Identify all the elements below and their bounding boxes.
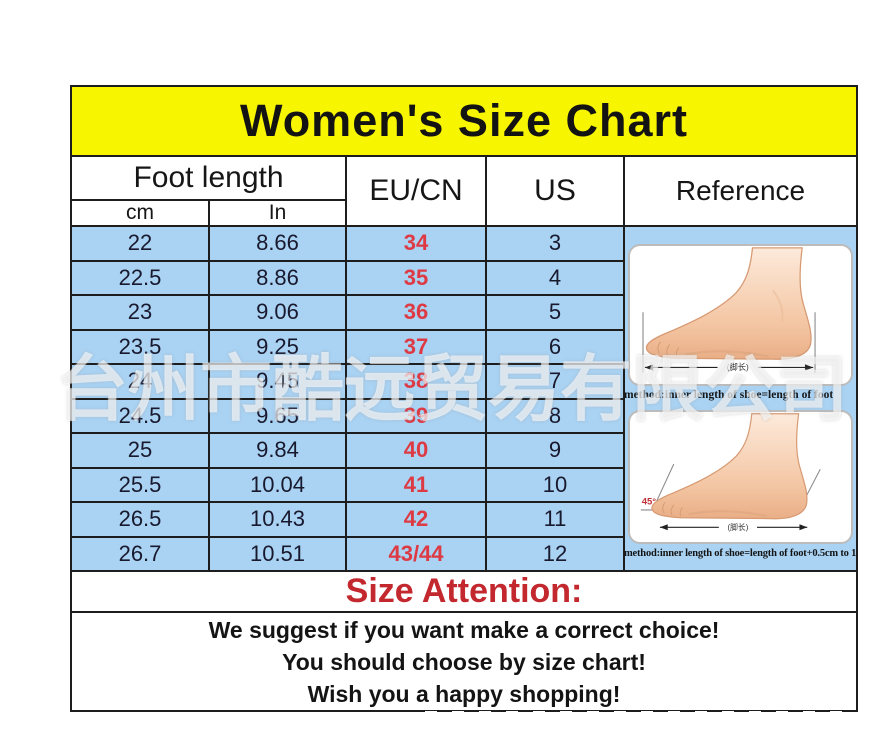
foot-side-view-illustration-45deg: 45° (脚长) [640,413,821,534]
eu-cn-cell: 43/44 [345,535,487,572]
inch-cell: 10.04 [208,466,347,503]
inch-cell: 9.65 [208,397,347,434]
size-attention-heading: Size Attention: [69,570,859,613]
eu-cn-cell: 42 [345,501,487,538]
inch-cell: 9.06 [208,294,347,331]
table-row: 22.5 8.86 35 4 [70,259,857,296]
column-header-foot-length: Foot length [70,155,347,201]
eu-cn-cell: 38 [345,363,487,400]
foot-length-arrow: (脚长) [644,360,814,374]
table-row: 22 8.66 34 3 [70,225,859,572]
method-caption-1: method:inner length of shoe=length of fo… [624,389,834,401]
us-cell: 12 [485,535,625,572]
foot-length-label: (脚长) [728,522,749,532]
header-row-units: cm In [70,199,857,227]
reference-cell: (脚长) method:inner length of shoe=length … [622,225,859,572]
message-line-1: We suggest if you want make a correct ch… [208,616,720,643]
table-row: 26.7 10.51 43/44 12 [70,535,857,572]
foot-measure-figure-1: (脚长) [628,244,854,386]
table-row: 23 9.06 36 5 [70,294,857,331]
foot-length-arrow: (脚长) [659,520,808,534]
cm-cell: 23 [70,294,210,331]
message-row: We suggest if you want make a correct ch… [69,611,859,712]
column-header-inch: In [208,199,347,227]
us-cell: 3 [485,225,625,262]
inch-cell: 9.45 [208,363,347,400]
us-cell: 6 [485,328,625,365]
foot-side-view-illustration: (脚长) [642,247,816,374]
arch-shading [688,510,767,518]
size-chart-table: Women's Size Chart Foot length EU/CN US … [69,85,859,712]
us-cell: 5 [485,294,625,331]
foot-measure-figure-2: 45° (脚长) [628,410,854,544]
eu-cn-cell: 41 [345,466,487,503]
inch-cell: 9.84 [208,432,347,469]
us-cell: 8 [485,397,625,434]
cm-cell: 26.5 [70,501,210,538]
cm-cell: 24.5 [70,397,210,434]
title-row: Women's Size Chart [69,85,859,157]
us-cell: 7 [485,363,625,400]
cm-cell: 24 [70,363,210,400]
eu-cn-cell: 34 [345,225,487,262]
cm-cell: 22.5 [70,259,210,296]
inch-cell: 8.86 [208,259,347,296]
page-title: Women's Size Chart [69,85,859,157]
toe-lines [657,341,680,357]
us-cell: 4 [485,259,625,296]
eu-cn-cell: 39 [345,397,487,434]
us-cell: 11 [485,501,625,538]
table-row: 25.5 10.04 41 10 [70,466,857,503]
cm-cell: 25 [70,432,210,469]
column-header-us: US [485,155,625,227]
inch-cell: 8.66 [208,225,347,262]
cm-cell: 26.7 [70,535,210,572]
cm-cell: 25.5 [70,466,210,503]
table-row: 25 9.84 40 9 [70,432,857,469]
column-header-reference: Reference [622,155,859,227]
eu-cn-cell: 35 [345,259,487,296]
table-row: 24 9.45 38 7 [70,363,857,400]
eu-cn-cell: 37 [345,328,487,365]
foot-silhouette [651,413,808,520]
arch-shading [685,350,769,358]
column-header-cm: cm [70,199,210,227]
ankle-shading [772,289,784,322]
table-row: 24.5 9.65 39 8 [70,397,857,434]
inch-cell: 10.51 [208,535,347,572]
shopping-message: We suggest if you want make a correct ch… [69,611,859,712]
foot-length-label: (脚长) [727,362,749,372]
eu-cn-cell: 36 [345,294,487,331]
cm-cell: 22 [70,225,210,262]
header-row-main: Foot length EU/CN US Reference [70,155,859,227]
column-header-eu-cn: EU/CN [345,155,487,227]
foot-silhouette [645,247,812,360]
message-line-3: Wish you a happy shopping! [307,680,621,707]
method-caption-2: method:inner length of shoe=length of fo… [624,548,857,559]
message-line-2: You should choose by size chart! [282,648,646,675]
inch-cell: 10.43 [208,501,347,538]
inch-cell: 9.25 [208,328,347,365]
us-cell: 9 [485,432,625,469]
table-row: 26.5 10.43 42 11 [70,501,857,538]
attention-row: Size Attention: [69,570,859,613]
eu-cn-cell: 40 [345,432,487,469]
angle-45-label: 45° [642,497,657,508]
table-row: 23.5 9.25 37 6 [70,328,857,365]
toe-lines [662,501,683,517]
cm-cell: 23.5 [70,328,210,365]
us-cell: 10 [485,466,625,503]
